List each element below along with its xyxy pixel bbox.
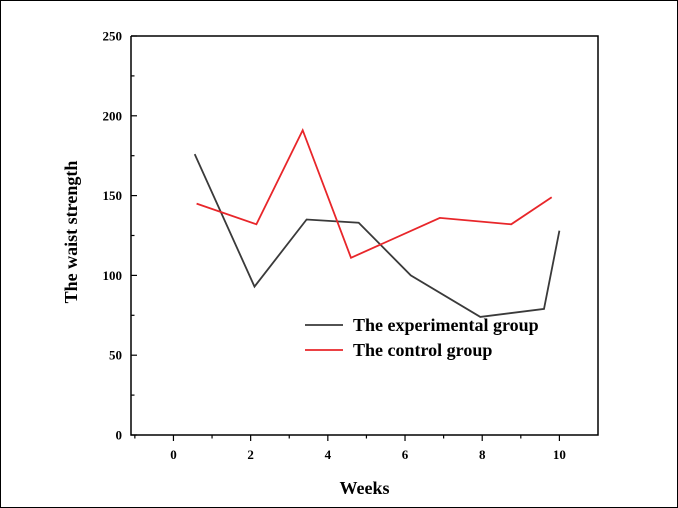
x-tick-label: 4 [325, 447, 332, 462]
series-layer [193, 127, 561, 318]
x-axis-title: Weeks [339, 478, 389, 498]
series-line-experimental [193, 153, 561, 318]
x-axis: 0 2 4 6 8 10 [134, 435, 566, 462]
series-line-control [196, 127, 553, 260]
x-tick-label: 0 [170, 447, 177, 462]
x-tick-label: 10 [553, 447, 566, 462]
legend-label-control: The control group [353, 340, 492, 360]
y-tick-label: 250 [103, 29, 123, 44]
x-tick-label: 2 [247, 447, 254, 462]
y-tick-label: 50 [109, 348, 122, 363]
x-tick-label: 6 [402, 447, 409, 462]
y-tick-label: 100 [103, 268, 123, 283]
axes-box [130, 35, 599, 436]
y-tick-label: 200 [103, 108, 123, 123]
legend: The experimental group The control group [305, 315, 539, 360]
x-tick-label: 8 [479, 447, 486, 462]
y-axis-title: The waist strength [61, 161, 81, 304]
y-axis: 0 50 100 150 200 250 [103, 29, 137, 443]
y-tick-label: 150 [103, 188, 123, 203]
legend-label-experimental: The experimental group [353, 315, 539, 335]
plot-area [130, 35, 599, 436]
y-tick-label: 0 [116, 428, 123, 443]
